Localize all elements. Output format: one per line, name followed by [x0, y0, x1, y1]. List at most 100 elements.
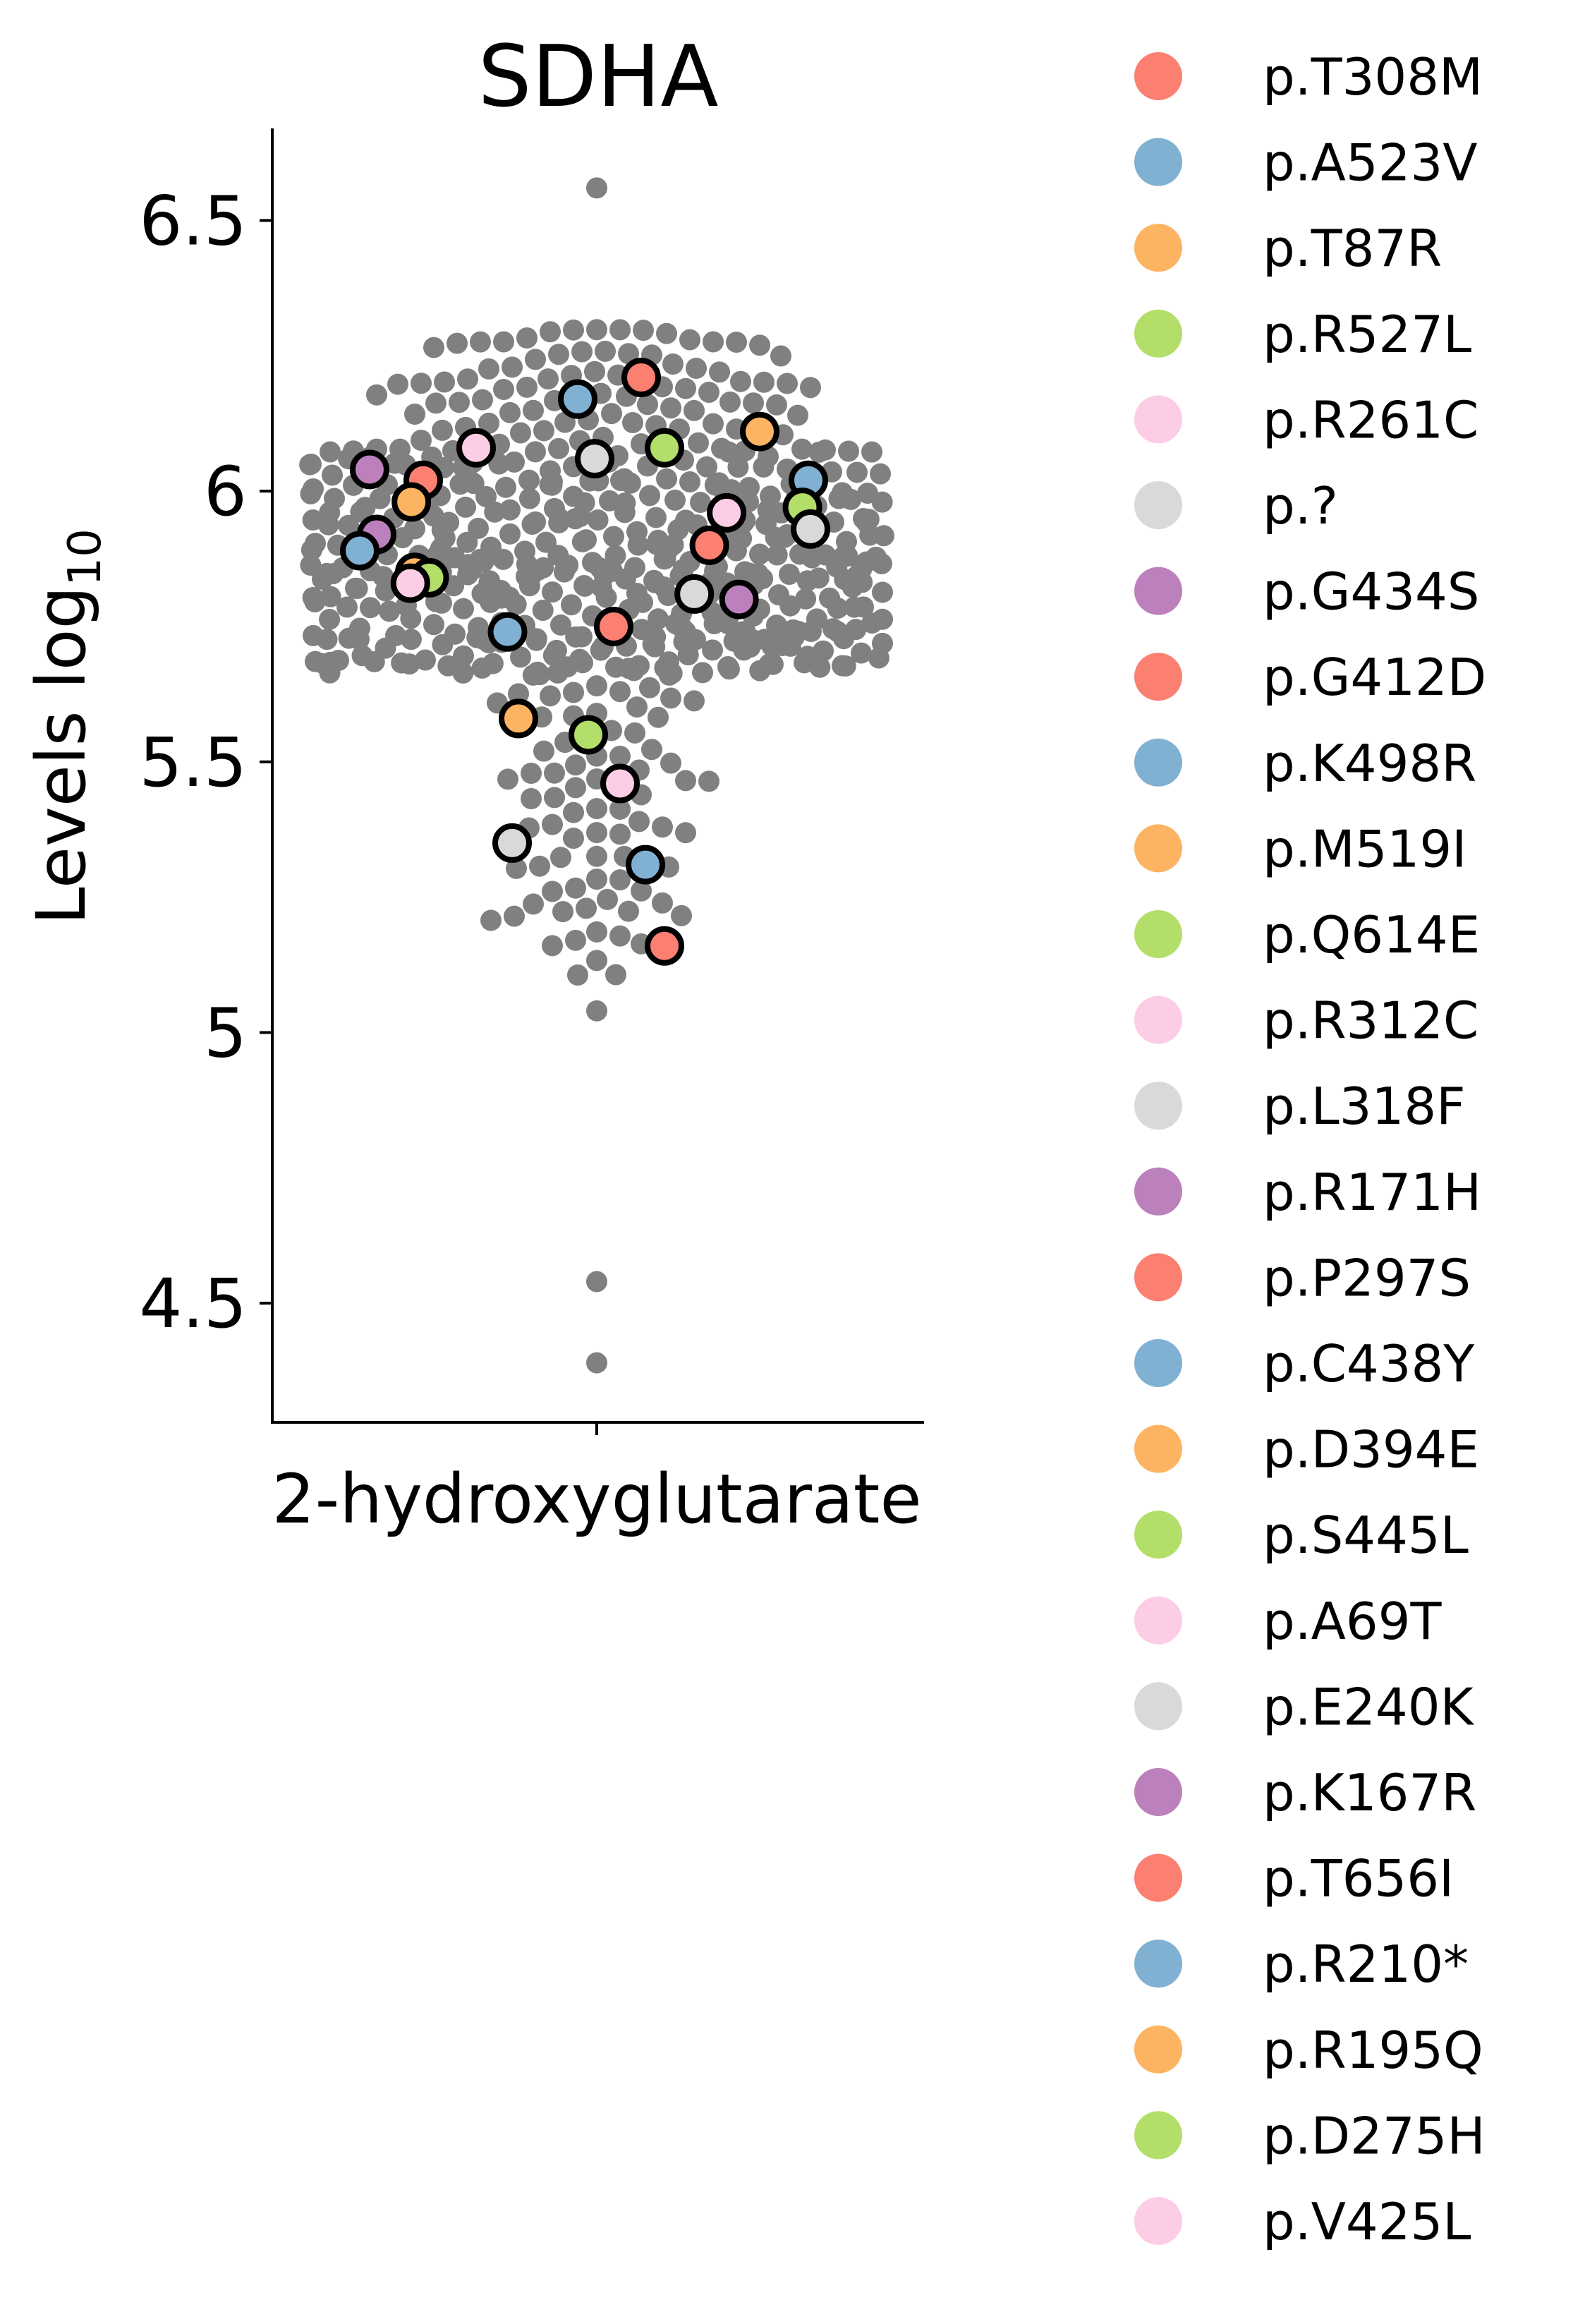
sample-point [320, 651, 341, 673]
sample-point [774, 526, 796, 548]
sample-point [787, 404, 808, 426]
sample-point [672, 617, 693, 639]
legend-marker [1134, 1939, 1182, 1988]
sample-point [299, 454, 321, 476]
legend-marker [1134, 1596, 1182, 1645]
sample-point [586, 319, 607, 341]
sample-point [470, 331, 491, 353]
sample-point [853, 596, 874, 618]
sample-point [549, 508, 571, 530]
sample-point [372, 566, 394, 588]
sample-point [703, 331, 724, 353]
sample-point [571, 341, 593, 363]
sample-point [789, 543, 810, 565]
sample-point [675, 377, 696, 399]
sample-point [586, 869, 607, 890]
variant-point [349, 449, 389, 490]
sample-point [637, 394, 658, 416]
sample-point [508, 683, 529, 705]
sample-point [813, 640, 834, 662]
sample-point [324, 488, 345, 509]
sample-point [565, 754, 586, 776]
sample-point [434, 527, 456, 549]
sample-point [809, 656, 831, 678]
legend-label: p.C438Y [1263, 1334, 1475, 1393]
sample-point [430, 592, 452, 614]
sample-point [609, 798, 631, 820]
legend-marker [1134, 2111, 1182, 2160]
legend-marker [1134, 653, 1182, 701]
sample-point [584, 361, 605, 382]
legend-marker [1134, 738, 1182, 787]
sample-point [479, 570, 501, 592]
sample-point [423, 614, 444, 636]
sample-point [688, 432, 709, 454]
sample-point [546, 639, 567, 661]
legend-label: p.R527L [1263, 305, 1471, 364]
sample-point [686, 358, 707, 380]
sample-point [586, 950, 607, 972]
sample-point [641, 739, 662, 761]
sample-point [605, 964, 626, 986]
sample-point [603, 526, 624, 547]
sample-point [661, 662, 683, 684]
x-tick-label: 2-hydroxyglutarate [272, 1460, 922, 1539]
sample-point [573, 575, 595, 597]
legend-label: p.T308M [1263, 47, 1483, 107]
sample-point [478, 412, 499, 434]
sample-point [492, 548, 514, 570]
sample-point [872, 581, 893, 603]
sample-point [349, 617, 370, 639]
sample-point [533, 740, 554, 762]
sample-point [664, 489, 686, 511]
legend-label: p.L318F [1263, 1077, 1466, 1136]
variant-point [600, 763, 640, 804]
legend-marker [1134, 1768, 1182, 1816]
legend-marker [1134, 138, 1182, 186]
sample-point [518, 488, 540, 509]
sample-point [563, 485, 584, 507]
sample-point [609, 869, 631, 891]
sample-point [605, 656, 626, 678]
swarm-plot [299, 177, 894, 1374]
sample-point [704, 474, 726, 496]
sample-point [826, 556, 848, 578]
sample-point [675, 822, 696, 844]
sample-point [717, 613, 739, 635]
legend-label: p.D275H [1263, 2106, 1486, 2165]
sample-point [726, 331, 747, 353]
sample-point [698, 770, 719, 792]
sample-point [432, 419, 453, 441]
sample-point [523, 399, 544, 421]
sample-point [800, 377, 821, 399]
sample-point [777, 373, 798, 394]
sample-point [567, 964, 588, 986]
sample-point [838, 440, 859, 462]
variant-point [626, 845, 665, 885]
sample-point [718, 441, 740, 463]
sample-point [609, 925, 631, 947]
y-axis-label-main: Levels log [22, 586, 101, 925]
variant-point [791, 509, 830, 549]
variant-point [391, 482, 432, 522]
variant-point [456, 428, 496, 468]
sample-point [698, 382, 719, 404]
sample-point [624, 722, 645, 744]
sample-point [338, 514, 360, 536]
legend-marker [1134, 1682, 1182, 1731]
sample-point [765, 630, 787, 652]
sample-point [565, 929, 586, 951]
variant-point [689, 525, 729, 565]
legend-label: p.R171H [1263, 1163, 1481, 1222]
legend-label: p.G412D [1263, 648, 1486, 707]
sample-point [660, 397, 681, 419]
sample-point [300, 483, 322, 504]
sample-point [553, 561, 575, 583]
chart-title: SDHA [478, 28, 719, 126]
sample-point [453, 645, 474, 667]
sample-point [369, 488, 391, 509]
sample-point [468, 517, 489, 539]
sample-point [453, 598, 474, 619]
sample-point [760, 485, 781, 507]
